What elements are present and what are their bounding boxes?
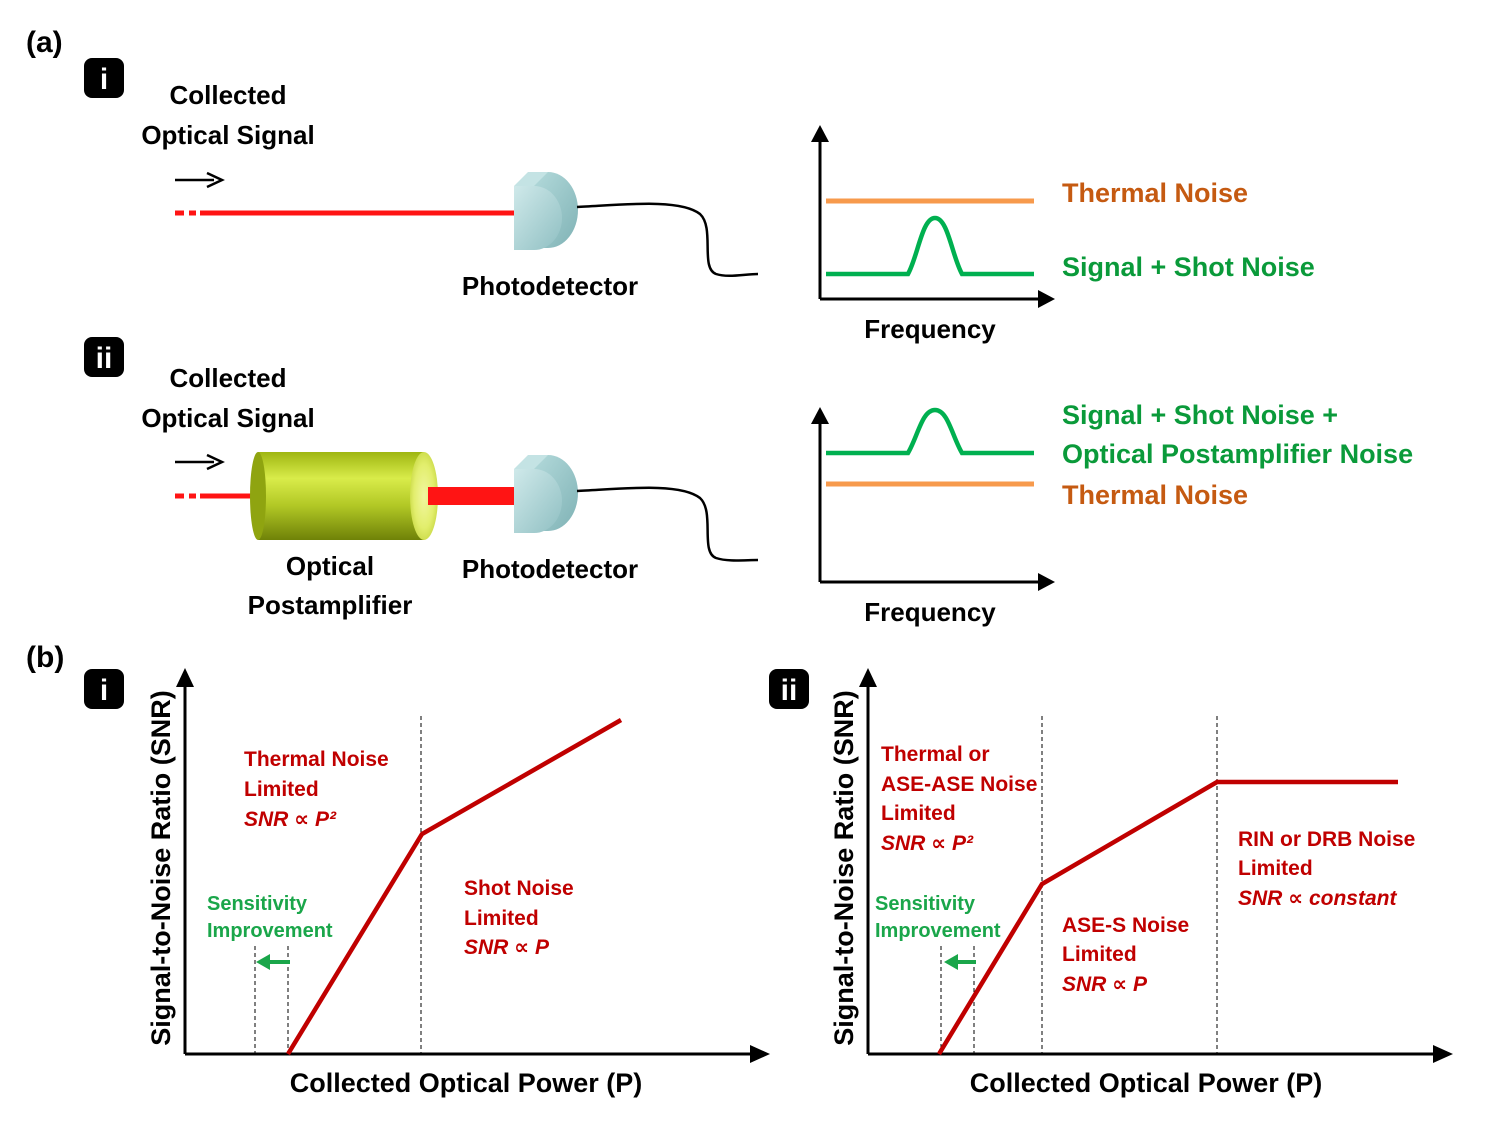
badge-a-ii: ii [84,337,124,377]
region3-label-b-ii-1: RIN or DRB Noise [1238,828,1415,851]
input-label-a-ii-2: Optical Signal [141,403,314,433]
region1-formula-b-ii: SNR ∝ P² [881,832,974,855]
snr-axes-b-ii [859,668,1453,1063]
panel-b-ii: ii Signal-to-Noise Ratio (SNR) Collected… [769,668,1453,1098]
sensitivity-label-b-ii-1: Sensitivity [875,893,976,915]
thermal-noise-label-a-i: Thermal Noise [1062,178,1248,208]
region2-label-b-ii-1: ASE-S Noise [1062,914,1189,937]
badge-b-i: i [84,669,124,709]
region1-label-b-ii-3: Limited [881,802,956,825]
thermal-noise-label-a-ii: Thermal Noise [1062,480,1248,510]
badge-icon [84,58,124,98]
snr-curve-b-i [286,718,623,1056]
panel-b-i: i Signal-to-Noise Ratio (SNR) Collected … [84,668,770,1098]
signal-label-a-ii-1: Signal + Shot Noise + [1062,400,1338,430]
region3-label-b-ii-2: Limited [1238,857,1313,880]
amplifier-label-1: Optical [286,551,374,581]
input-label-a-i-2: Optical Signal [141,120,314,150]
left-arrow-icon [256,954,290,970]
region2-label-b-i-2: Limited [464,907,539,930]
photodetector-label-a-i: Photodetector [462,271,638,301]
sensitivity-label-b-i-1: Sensitivity [207,893,308,915]
detector-cable [576,202,759,278]
panel-a-ii: ii Collected Optical Signal Optical Post [84,337,1413,627]
right-arrow-icon [175,171,225,189]
badge-b-ii: ii [769,669,809,709]
badge-a-i: i [84,58,124,98]
snr-curve-b-ii [937,779,1398,1056]
signal-curve-a-i [826,215,1034,277]
region2-label-b-i-1: Shot Noise [464,877,574,900]
x-axis-label-b-i: Collected Optical Power (P) [290,1068,643,1098]
signal-label-a-i: Signal + Shot Noise [1062,252,1315,282]
badge-icon [769,669,809,709]
region2-label-b-ii-2: Limited [1062,943,1137,966]
region2-formula-b-i: SNR ∝ P [464,936,550,959]
frequency-label-a-i: Frequency [864,314,996,344]
badge-b-i-text: i [100,674,108,707]
region1-label-b-i-1: Thermal Noise [244,748,389,771]
badge-a-i-text: i [100,63,108,96]
photodetector-icon [514,455,578,533]
y-axis-label-b-ii: Signal-to-Noise Ratio (SNR) [829,690,859,1046]
photodetector-icon [514,172,578,250]
input-label-a-i-1: Collected [169,80,286,110]
sensitivity-label-b-ii-2: Improvement [875,920,1001,942]
sensitivity-label-b-i-2: Improvement [207,920,333,942]
x-axis-label-b-ii: Collected Optical Power (P) [970,1068,1323,1098]
optical-postamplifier-icon [250,452,438,540]
right-arrow-icon [175,453,225,471]
region2-formula-b-ii: SNR ∝ P [1062,973,1148,996]
input-label-a-ii-1: Collected [169,363,286,393]
badge-a-ii-text: ii [96,342,113,375]
frequency-label-a-ii: Frequency [864,597,996,627]
region1-label-b-i-2: Limited [244,778,319,801]
spectrum-axes-a-i [811,125,1055,308]
signal-label-a-ii-2: Optical Postamplifier Noise [1062,439,1413,469]
panel-a-label: (a) [26,26,63,59]
badge-b-ii-text: ii [781,674,798,707]
region1-label-b-ii-1: Thermal or [881,743,990,766]
panel-b-label: (b) [26,641,64,674]
photodetector-label-a-ii: Photodetector [462,554,638,584]
snr-axes-b-i [176,668,770,1063]
y-axis-label-b-i: Signal-to-Noise Ratio (SNR) [146,690,176,1046]
detector-cable [576,486,759,562]
signal-curve-a-ii [826,407,1034,456]
region1-formula-b-i: SNR ∝ P² [244,808,337,831]
amplified-beam [428,487,516,505]
panel-a-i: i Collected Optical Signal Photodetector [84,58,1315,344]
region1-label-b-ii-2: ASE-ASE Noise [881,773,1037,796]
amplifier-label-2: Postamplifier [248,590,413,620]
badge-icon [84,337,124,377]
badge-icon [84,669,124,709]
region3-formula-b-ii: SNR ∝ constant [1238,887,1397,910]
left-arrow-icon [944,954,976,970]
spectrum-axes-a-ii [811,407,1055,591]
